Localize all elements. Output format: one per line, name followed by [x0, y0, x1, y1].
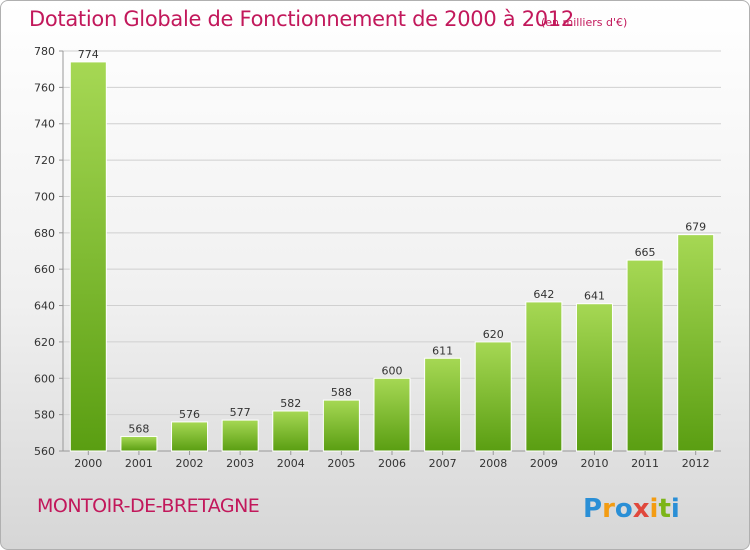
bar-value-label: 600 [382, 364, 403, 377]
commune-name: MONTOIR-DE-BRETAGNE [37, 495, 260, 517]
y-tick-label: 720 [34, 154, 55, 167]
y-tick-label: 600 [34, 372, 55, 385]
bar-2000 [69, 61, 107, 452]
x-tick-label: 2012 [682, 457, 710, 470]
x-tick-label: 2006 [378, 457, 406, 470]
x-tick-label: 2009 [530, 457, 558, 470]
bar-value-label: 582 [280, 397, 301, 410]
bar-value-label: 588 [331, 386, 352, 399]
chart-title: Dotation Globale de Fonctionnement de 20… [29, 7, 574, 31]
bar-value-label: 568 [128, 422, 149, 435]
bar-value-label: 665 [635, 246, 656, 259]
y-tick-label: 780 [34, 45, 55, 58]
grid-lines [63, 50, 721, 452]
x-axis-labels: 2000 2001 2002 2003 2004 2005 2006 2007 2008 2009… [74, 451, 710, 470]
x-tick-label: 2008 [479, 457, 507, 470]
bar-value-label: 577 [230, 406, 251, 419]
y-tick-label: 620 [34, 336, 55, 349]
bar-2008 [474, 341, 512, 452]
svg-text:Proxiti: Proxiti [583, 494, 680, 524]
bar-2012 [677, 234, 715, 452]
bar-value-label: 679 [685, 221, 706, 234]
bar-value-label: 641 [584, 290, 605, 303]
x-tick-label: 2001 [125, 457, 153, 470]
x-tick-label: 2000 [74, 457, 102, 470]
x-tick-label: 2005 [327, 457, 355, 470]
bar-2003 [221, 419, 259, 452]
unit-note: (en milliers d'€) [541, 16, 628, 29]
y-tick-label: 700 [34, 190, 55, 203]
bar-2001 [120, 435, 158, 452]
x-tick-label: 2002 [176, 457, 204, 470]
y-tick-label: 740 [34, 118, 55, 131]
bar-2010 [575, 303, 613, 452]
y-tick-label: 660 [34, 263, 55, 276]
y-tick-label: 680 [34, 227, 55, 240]
y-tick-label: 560 [34, 445, 55, 458]
x-tick-label: 2007 [429, 457, 457, 470]
bar-value-label: 576 [179, 408, 200, 421]
bar-2007 [424, 357, 462, 452]
x-tick-label: 2003 [226, 457, 254, 470]
bar-value-label: 774 [78, 48, 99, 61]
y-tick-label: 580 [34, 409, 55, 422]
bar-2005 [322, 399, 360, 452]
bar-value-label: 620 [483, 328, 504, 341]
proxiti-logo: Proxiti [583, 494, 680, 524]
bar-2006 [373, 377, 411, 452]
y-tick-label: 640 [34, 300, 55, 313]
bar-value-label: 611 [432, 344, 453, 357]
x-tick-label: 2011 [631, 457, 659, 470]
x-tick-label: 2010 [580, 457, 608, 470]
bar-2009 [525, 301, 563, 452]
bars: 774 568 576 577 582 588 600 611 620 642 641 665 679 [69, 48, 715, 452]
bar-2004 [272, 410, 310, 452]
bar-2011 [626, 259, 664, 452]
y-tick-label: 760 [34, 81, 55, 94]
bar-2002 [171, 421, 209, 452]
bar-value-label: 642 [533, 288, 554, 301]
x-tick-label: 2004 [277, 457, 305, 470]
